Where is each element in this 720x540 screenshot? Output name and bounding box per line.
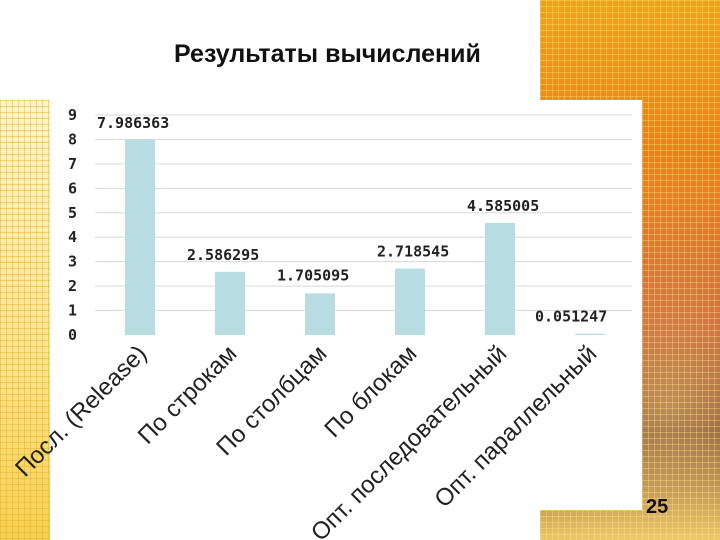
bar-5 [485, 222, 515, 335]
data-label: 0.051247 [535, 308, 607, 326]
slide-title: Результаты вычислений [174, 40, 481, 68]
y-tick-label: 4 [68, 228, 77, 246]
grid-lines [95, 114, 632, 312]
data-label: 2.718545 [377, 243, 449, 261]
decorative-background-left [0, 100, 50, 540]
data-label: 4.585005 [467, 197, 539, 215]
y-tick-label: 2 [68, 277, 77, 295]
decorative-grid-left [0, 100, 50, 540]
bars [125, 139, 605, 335]
category-label: Посл. (Release) [10, 340, 152, 482]
bar-6 [575, 333, 605, 335]
category-label: Опт. параллельный [429, 340, 602, 513]
data-label: 2.586295 [187, 246, 259, 264]
bar-3 [305, 293, 335, 335]
y-tick-label: 1 [68, 302, 77, 320]
y-tick-label: 5 [68, 204, 77, 222]
bar-1 [125, 139, 155, 335]
bar-2 [215, 271, 245, 335]
bar-4 [395, 268, 425, 335]
y-axis-ticks: 0 1 2 3 4 5 6 7 8 9 [68, 106, 77, 344]
data-label: 1.705095 [277, 266, 349, 284]
data-label: 7.986363 [97, 114, 169, 132]
y-tick-label: 3 [68, 253, 77, 271]
y-tick-label: 7 [68, 155, 77, 173]
y-tick-label: 0 [68, 326, 77, 344]
title-band [50, 0, 540, 100]
y-tick-label: 8 [68, 130, 77, 148]
page-number: 25 [646, 496, 669, 518]
data-labels: 7.986363 2.586295 1.705095 2.718545 4.585005… [97, 114, 607, 326]
y-tick-label: 6 [68, 179, 77, 197]
y-tick-label: 9 [68, 106, 77, 124]
